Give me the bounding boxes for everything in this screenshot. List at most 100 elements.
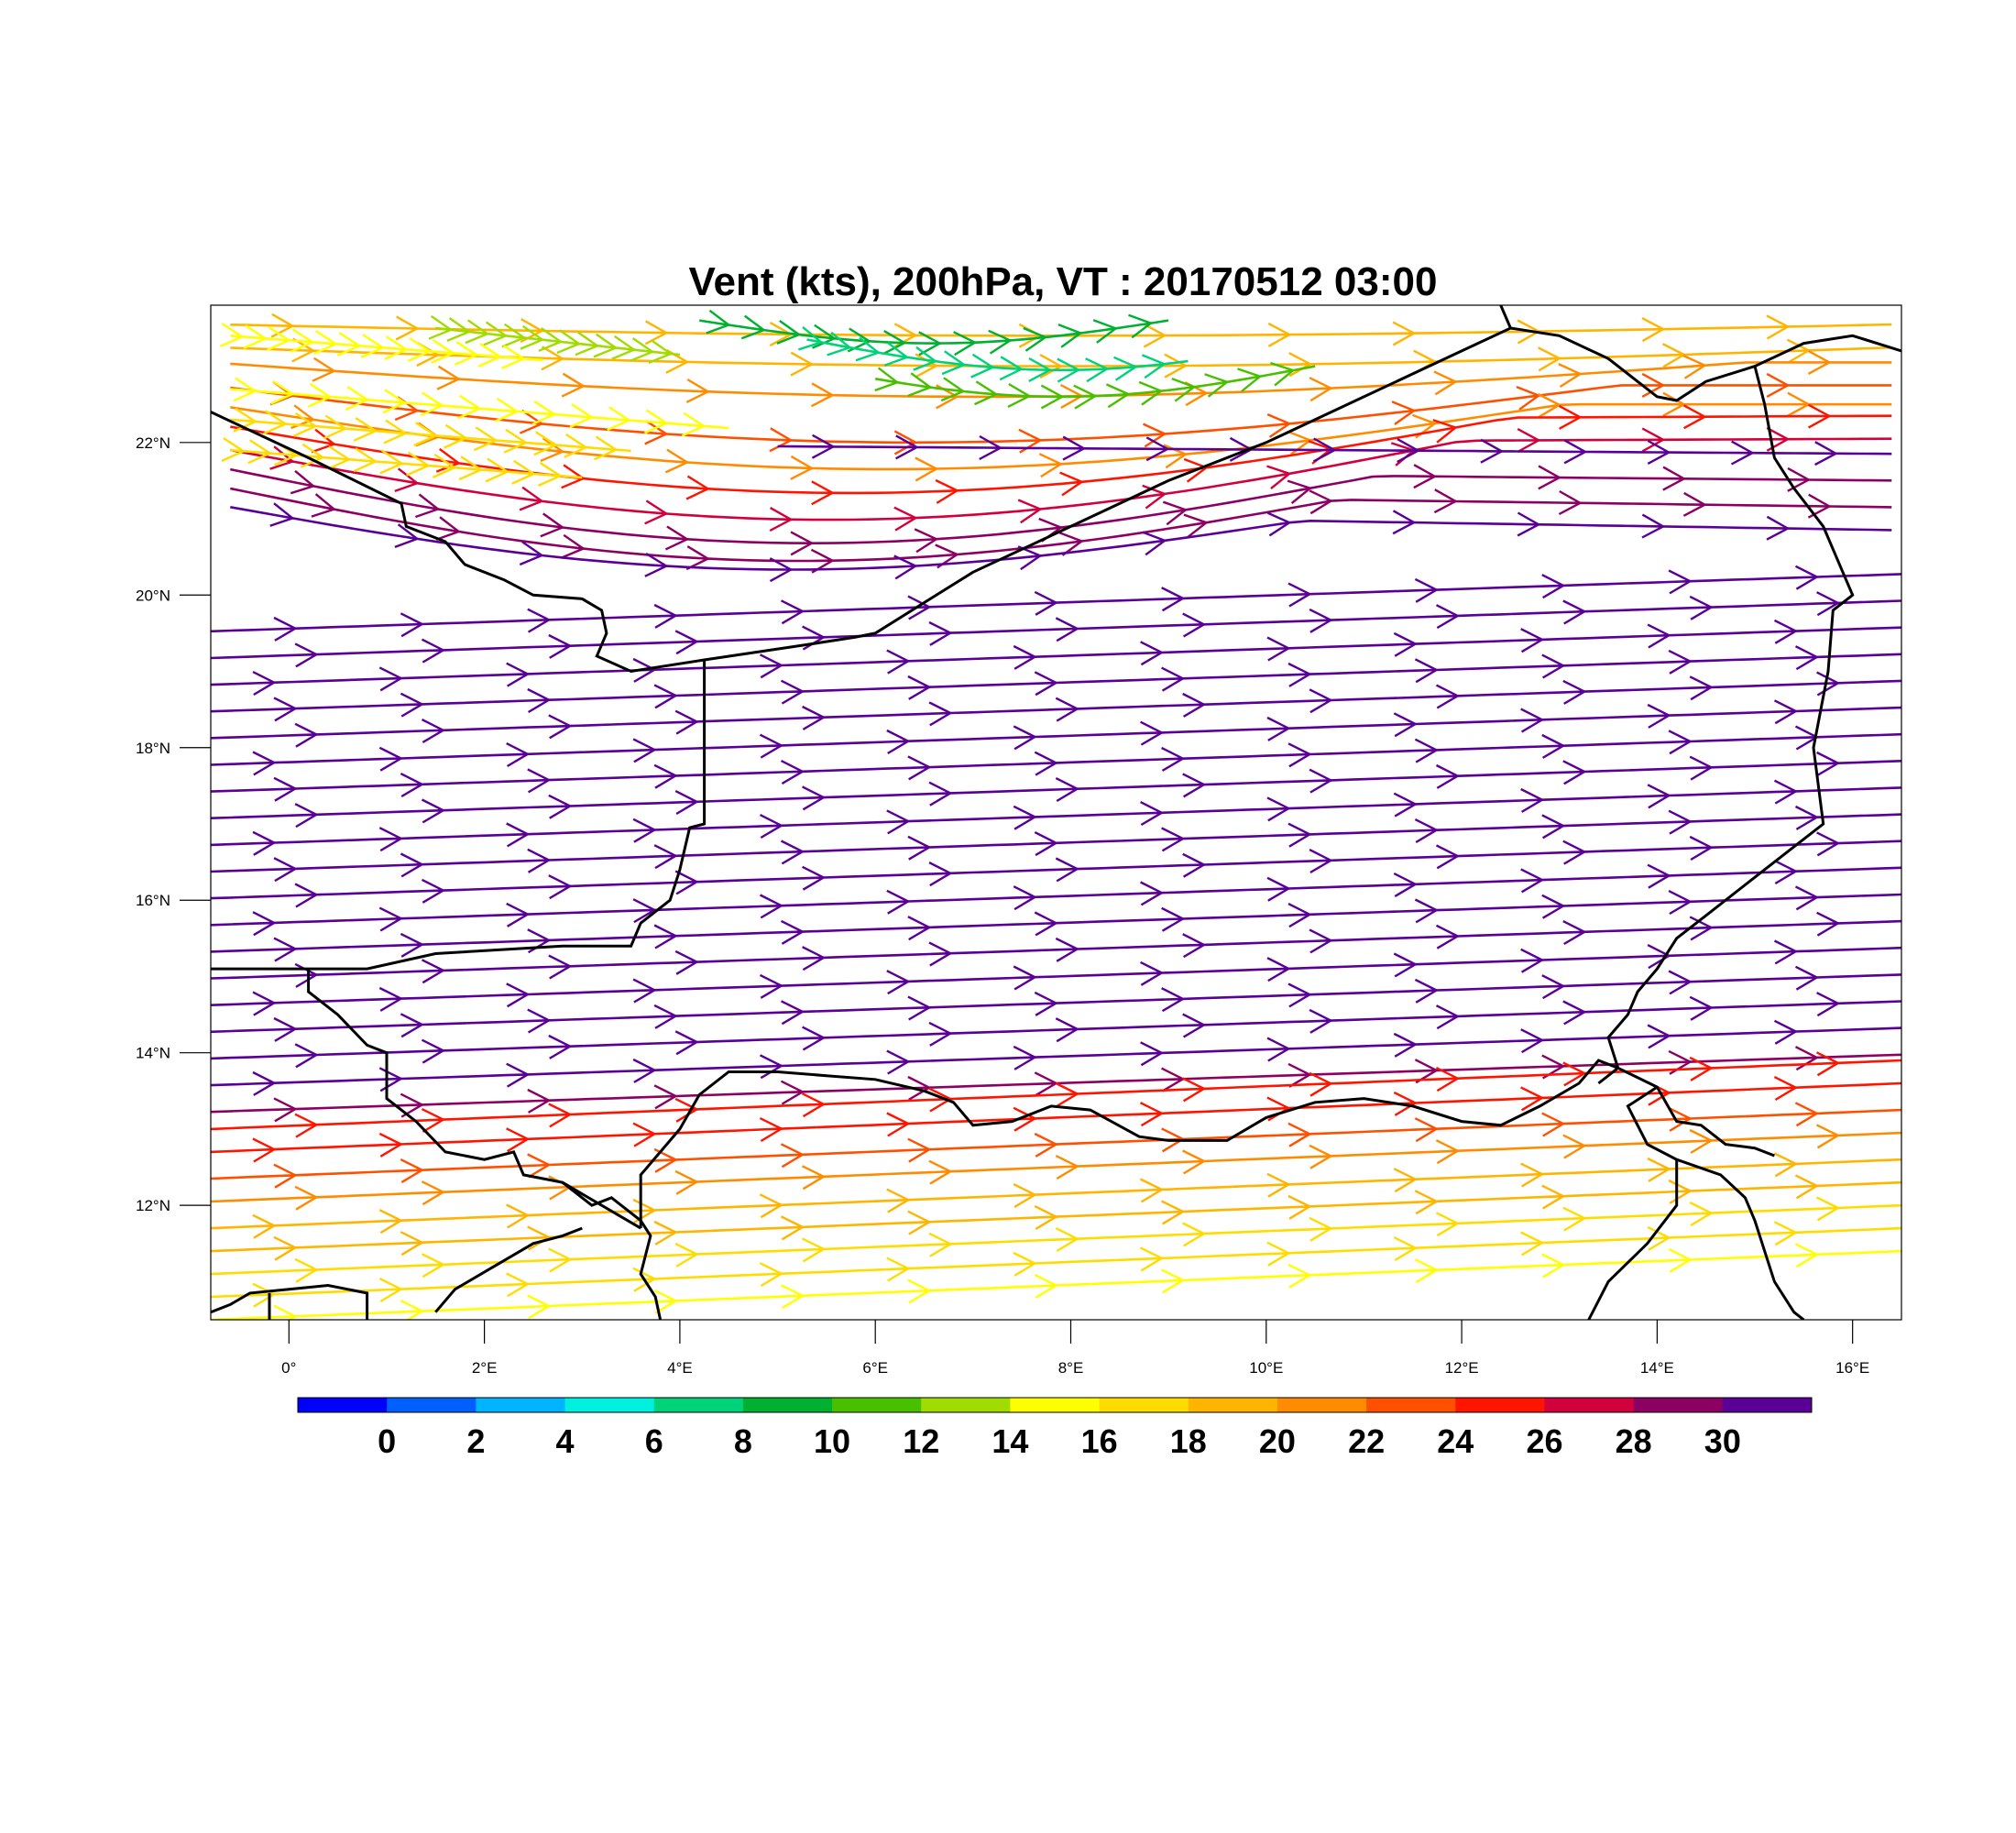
streamline-arrowhead (1668, 1106, 1693, 1132)
streamline-arrowhead (1682, 354, 1707, 379)
colorbar-swatch (1633, 1398, 1724, 1412)
streamline-arrowhead (674, 790, 699, 816)
streamline-arrowhead (1520, 948, 1545, 973)
lon-tick-label: 6°E (862, 1359, 888, 1377)
streamline-arrowhead (780, 679, 805, 705)
border-line (1587, 1159, 1679, 1320)
streamline-arrowhead (811, 480, 835, 506)
streamline-arrowhead (531, 400, 557, 425)
streamline-arrowhead (353, 447, 378, 473)
streamline-arrowhead (506, 1203, 531, 1229)
streamline-arrowhead (632, 898, 657, 924)
streamline-arrowhead (336, 332, 362, 357)
streamline-arrowhead (973, 380, 999, 406)
streamline-arrowhead (1055, 1017, 1080, 1043)
streamline-arrowhead (527, 1008, 552, 1034)
streamline-arrowhead (300, 443, 325, 468)
streamline-arrowhead (810, 382, 835, 408)
streamline-arrowhead (780, 919, 805, 945)
streamline-arrowhead (323, 414, 348, 440)
streamline (230, 377, 729, 437)
streamline-arrowhead (1807, 349, 1832, 375)
streamline-arrowhead (263, 410, 288, 435)
streamline-arrowhead (780, 840, 805, 865)
streamline-arrowhead (1013, 885, 1037, 911)
streamline-arrowhead (1773, 619, 1799, 644)
streamline (211, 1152, 1901, 1239)
streamline-arrowhead (913, 346, 938, 371)
lat-tick-label: 18°N (136, 740, 170, 757)
streamline-arrowhead (928, 1232, 953, 1257)
streamline-arrowhead (527, 768, 552, 794)
streamline-arrowhead (1766, 515, 1791, 541)
streamline-arrowhead (907, 1137, 932, 1163)
streamline-arrowhead (540, 437, 565, 463)
streamline-arrowhead (886, 889, 911, 915)
streamline-arrowhead (1309, 928, 1333, 954)
streamline-arrowhead (273, 616, 298, 642)
streamline-arrowhead (1794, 645, 1820, 671)
streamline-arrowhead (928, 1087, 953, 1113)
streamline-arrowhead (233, 407, 258, 433)
streamline-arrowhead (1538, 392, 1562, 419)
streamline-arrowhead (1266, 511, 1292, 537)
streamline-arrowhead (483, 321, 509, 346)
streamline-arrowhead (1558, 489, 1583, 516)
streamline-arrowhead (1288, 352, 1313, 378)
streamline-arrowhead (1766, 372, 1791, 398)
streamline (211, 565, 1901, 642)
streamline-path (230, 487, 1892, 563)
streamline-arrowhead (1034, 1205, 1059, 1231)
streamline-arrowhead (1668, 649, 1693, 675)
streamline-arrowhead (1393, 1032, 1419, 1058)
streamline-arrowhead (1414, 1117, 1440, 1143)
streamline-arrowhead (1668, 730, 1693, 755)
colorbar-swatch (1010, 1398, 1101, 1412)
streamline-arrowhead (1433, 488, 1458, 514)
streamline-path (230, 414, 1892, 495)
streamline-arrowhead (1668, 1247, 1693, 1273)
streamline-path (698, 319, 1169, 345)
streamline-arrowhead (1562, 599, 1587, 625)
streamline-arrowhead (1140, 881, 1165, 906)
border-line (639, 1059, 1619, 1229)
streamline-arrowhead (893, 554, 918, 580)
streamline-arrowhead (1661, 343, 1687, 368)
streamline-arrowhead (294, 1113, 319, 1138)
streamline-arrowhead (1541, 974, 1566, 1000)
streamline-arrowhead (294, 1185, 319, 1211)
streamline-arrowhead (1038, 453, 1064, 478)
streamline-arrowhead (421, 798, 446, 824)
streamline-arrowhead (252, 1282, 277, 1308)
streamline-arrowhead (435, 447, 462, 473)
streamline-arrowhead (674, 1097, 699, 1123)
streamline-arrowhead (1689, 835, 1714, 862)
streamline-arrowhead (886, 809, 911, 835)
streamline-arrowhead (895, 434, 920, 460)
streamline-path (211, 866, 1901, 927)
country-borders (211, 305, 1901, 1320)
streamline-arrowhead (674, 709, 699, 735)
streamline-arrowhead (893, 506, 918, 532)
streamline-arrowhead (1787, 391, 1812, 417)
streamline-arrowhead (519, 486, 544, 511)
streamline-arrowhead (1647, 784, 1671, 809)
streamline-arrowhead (893, 430, 918, 456)
streamline-arrowhead (1013, 1045, 1037, 1070)
streamline-arrowhead (1266, 796, 1291, 822)
streamline-arrowhead (1794, 1243, 1820, 1268)
streamline-path (211, 706, 1901, 766)
streamline (211, 1076, 1901, 1163)
streamline-arrowhead (653, 1220, 678, 1246)
streamline-arrowhead (435, 516, 462, 541)
streamline-arrowhead (1182, 773, 1207, 798)
streamline-arrowhead (1391, 401, 1417, 425)
colorbar-swatch (1366, 1398, 1456, 1412)
streamline-arrowhead (1128, 313, 1154, 339)
streamline-arrowhead (759, 653, 784, 679)
streamline-arrowhead (928, 862, 953, 887)
streamline-arrowhead (379, 449, 404, 475)
streamline-arrowhead (273, 937, 298, 962)
streamline-arrowhead (759, 1262, 784, 1288)
